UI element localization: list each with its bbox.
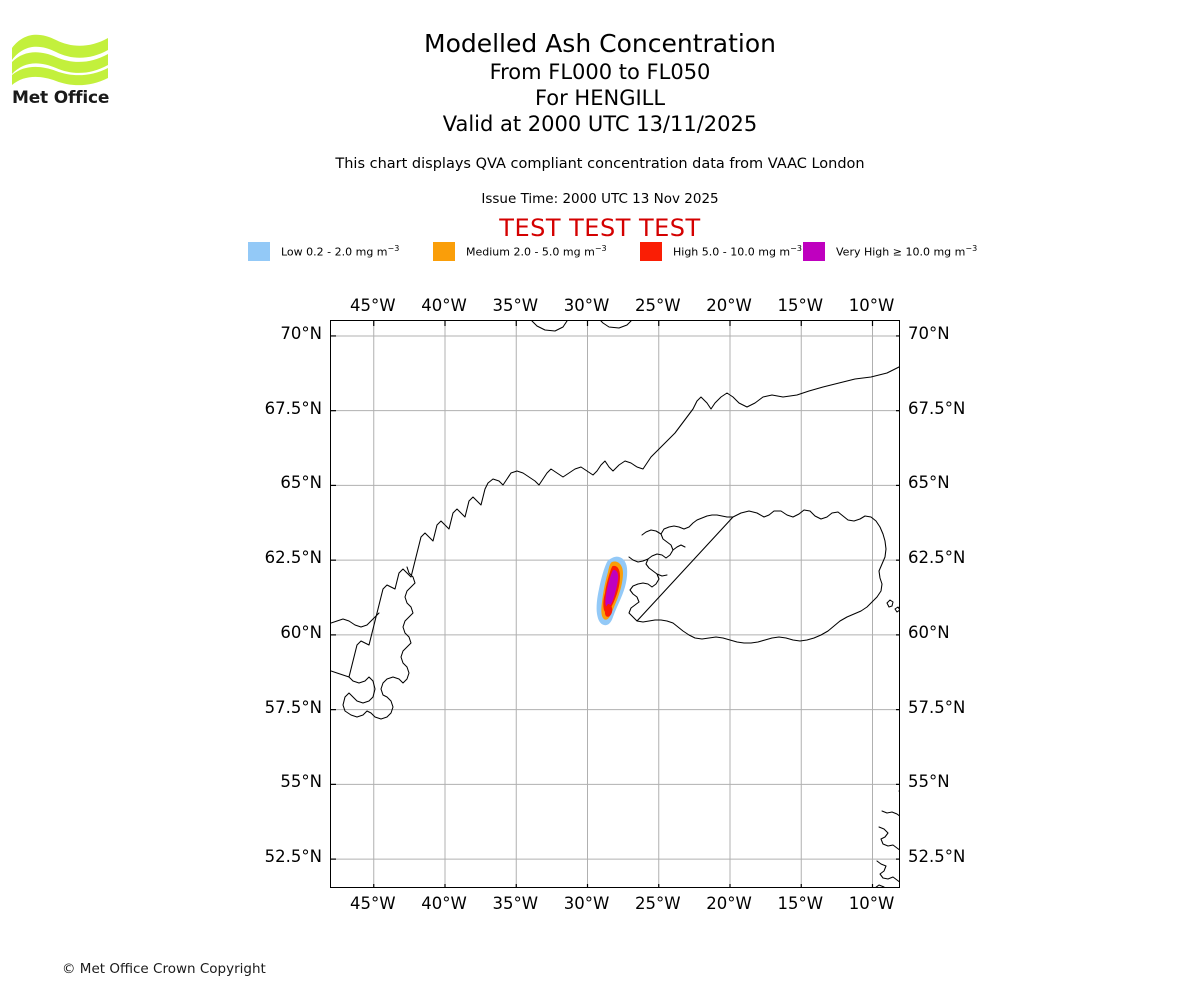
lon-tick-label: 35°W	[492, 894, 539, 913]
lat-tick-label: 65°N	[908, 473, 950, 493]
plume-band-very-high	[605, 570, 619, 608]
plume-band-high-tail	[604, 604, 613, 617]
coastline-faroe-islands	[886, 599, 899, 613]
lon-tick-label: 35°W	[492, 296, 539, 315]
legend-swatch-icon	[803, 241, 825, 261]
lat-tick-label: 70°N	[908, 323, 950, 343]
lat-tick-label: 70°N	[280, 323, 322, 343]
legend-item-medium: Medium 2.0 - 5.0 mg m−3	[433, 241, 607, 261]
lon-tick-label: 10°W	[848, 894, 895, 913]
lon-tick-label: 20°W	[706, 894, 752, 913]
coastline-iceland-westfjords	[628, 529, 686, 577]
met-office-wave-icon	[12, 34, 108, 86]
map-plot-area	[330, 320, 900, 888]
legend-label: High 5.0 - 10.0 mg m−3	[673, 243, 802, 259]
legend-swatch-icon	[248, 241, 270, 261]
lon-tick-label: 30°W	[563, 296, 610, 315]
lon-tick-label: 45°W	[349, 894, 396, 913]
met-office-logo-text: Met Office	[12, 88, 110, 108]
lon-tick-label: 20°W	[706, 296, 752, 315]
lat-tick-label: 67.5°N	[264, 398, 322, 418]
lon-tick-label: 25°W	[634, 894, 681, 913]
copyright-notice: © Met Office Crown Copyright	[62, 961, 266, 977]
page-title: Modelled Ash Concentration	[424, 29, 776, 58]
legend-label: Medium 2.0 - 5.0 mg m−3	[466, 243, 607, 259]
map-gridlines	[331, 321, 899, 887]
map-canvas	[331, 321, 899, 887]
lat-tick-label: 65°N	[280, 473, 322, 493]
legend-label: Very High ≥ 10.0 mg m−3	[836, 243, 978, 259]
legend-item-low: Low 0.2 - 2.0 mg m−3	[248, 241, 399, 261]
lat-tick-label: 62.5°N	[264, 548, 322, 568]
lat-tick-label: 55°N	[280, 772, 322, 792]
lon-tick-label: 25°W	[634, 296, 681, 315]
lon-tick-label: 45°W	[349, 296, 396, 315]
lon-tick-label: 40°W	[421, 296, 467, 315]
axis-tick-marks	[331, 321, 899, 887]
legend-swatch-icon	[433, 241, 455, 261]
legend-swatch-icon	[640, 241, 662, 261]
lon-tick-label: 10°W	[848, 296, 895, 315]
lat-tick-label: 52.5°N	[908, 847, 966, 867]
legend-label: Low 0.2 - 2.0 mg m−3	[281, 243, 400, 259]
issue-time-label: Issue Time: 2000 UTC 13 Nov 2025	[481, 191, 719, 207]
coastline-ireland	[875, 810, 899, 887]
title-volcano-name: For HENGILL	[534, 86, 666, 110]
lon-tick-label: 15°W	[777, 894, 824, 913]
test-banner: TEST TEST TEST	[499, 214, 701, 242]
lon-tick-label: 15°W	[777, 296, 824, 315]
qva-compliance-note: This chart displays QVA compliant concen…	[335, 156, 865, 172]
lat-tick-label: 67.5°N	[908, 398, 966, 418]
lat-tick-label: 62.5°N	[908, 548, 966, 568]
coastlines	[331, 321, 899, 887]
lat-tick-label: 57.5°N	[264, 697, 322, 717]
coastline-iceland	[628, 509, 887, 644]
chart-title-block: Modelled Ash Concentration From FL000 to…	[0, 28, 1200, 137]
lon-tick-label: 40°W	[421, 894, 467, 913]
title-flight-levels: From FL000 to FL050	[489, 60, 711, 84]
legend-item-very: Very High ≥ 10.0 mg m−3	[803, 241, 977, 261]
lon-tick-label: 30°W	[563, 894, 610, 913]
ash-plume	[596, 556, 628, 626]
lat-tick-label: 52.5°N	[264, 847, 322, 867]
met-office-logo: Met Office	[10, 28, 130, 108]
lat-tick-label: 55°N	[908, 772, 950, 792]
lat-tick-label: 60°N	[280, 622, 322, 642]
coastline-greenland	[331, 321, 899, 720]
title-valid-time: Valid at 2000 UTC 13/11/2025	[442, 112, 758, 136]
legend-item-high: High 5.0 - 10.0 mg m−3	[640, 241, 802, 261]
concentration-legend: Low 0.2 - 2.0 mg m−3 Medium 2.0 - 5.0 mg …	[248, 241, 988, 261]
lat-tick-label: 57.5°N	[908, 697, 966, 717]
coastline-scotland	[898, 790, 899, 792]
lat-tick-label: 60°N	[908, 622, 950, 642]
